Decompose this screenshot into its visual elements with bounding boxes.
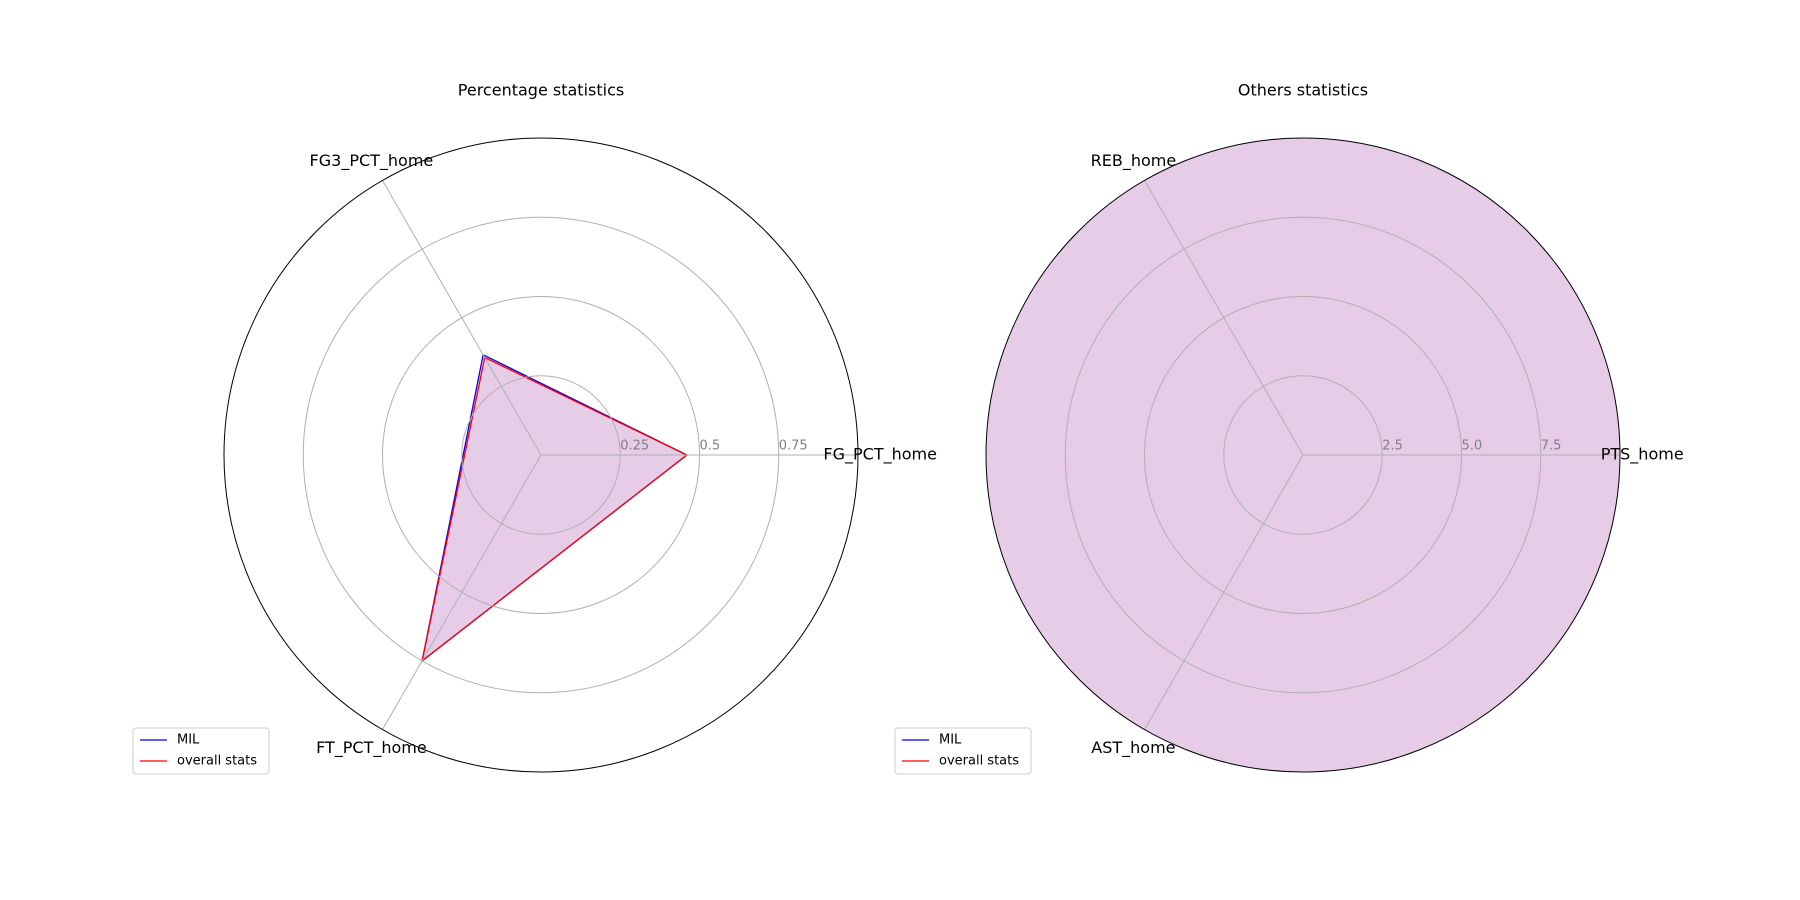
radar-chart: Percentage statistics 0.25 0.5 0.75 FG_PCT_h… xyxy=(132,81,937,775)
outer-ring xyxy=(985,137,1621,773)
category-label: FG3_PCT_home xyxy=(310,151,434,171)
r-tick-label: 0.5 xyxy=(700,439,721,454)
series-fill xyxy=(422,357,687,661)
category-label: REB_home xyxy=(1091,151,1177,171)
legend-label: MIL xyxy=(177,733,200,748)
legend-label: overall stats xyxy=(177,754,257,769)
category-label: PTS_home xyxy=(1601,445,1684,465)
spoke xyxy=(382,454,542,730)
legend: MIL overall stats xyxy=(894,727,1032,775)
legend-label: MIL xyxy=(939,733,962,748)
radar-chart: Others statistics 2.5 5.0 7.5 PTS_home REB_ho… xyxy=(894,81,1684,775)
category-label: FG_PCT_home xyxy=(823,445,937,465)
legend: MIL overall stats xyxy=(132,727,270,775)
legend-label: overall stats xyxy=(939,754,1019,769)
series-line xyxy=(421,356,688,663)
r-tick-label: 2.5 xyxy=(1382,439,1403,454)
series-group xyxy=(421,353,688,663)
chart-title: Others statistics xyxy=(1238,81,1368,100)
spoke xyxy=(382,180,542,456)
category-label: AST_home xyxy=(1091,738,1175,758)
spoke xyxy=(1144,180,1304,456)
r-tick-label: 5.0 xyxy=(1462,439,1483,454)
spoke xyxy=(1144,454,1304,730)
r-tick-label: 0.25 xyxy=(620,439,649,454)
r-tick-label: 7.5 xyxy=(1541,439,1562,454)
category-label: FT_PCT_home xyxy=(316,738,427,758)
outer-ring xyxy=(223,137,859,773)
chart-title: Percentage statistics xyxy=(458,81,624,100)
r-tick-label: 0.75 xyxy=(779,439,808,454)
